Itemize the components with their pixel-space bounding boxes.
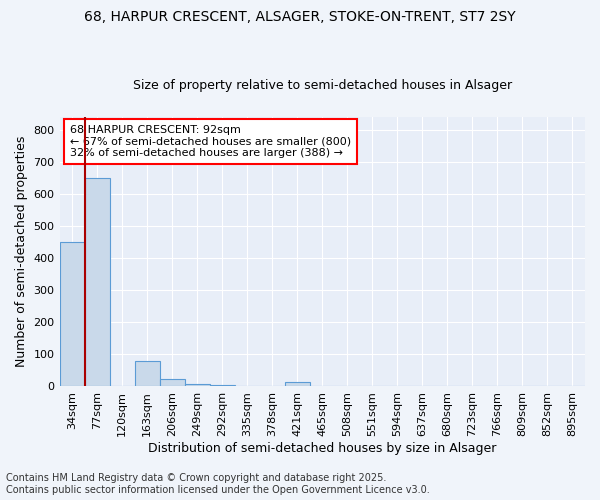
- Text: 68 HARPUR CRESCENT: 92sqm
← 67% of semi-detached houses are smaller (800)
32% of: 68 HARPUR CRESCENT: 92sqm ← 67% of semi-…: [70, 125, 351, 158]
- Text: Contains HM Land Registry data © Crown copyright and database right 2025.
Contai: Contains HM Land Registry data © Crown c…: [6, 474, 430, 495]
- Bar: [59, 242, 85, 386]
- Bar: [185, 384, 209, 386]
- X-axis label: Distribution of semi-detached houses by size in Alsager: Distribution of semi-detached houses by …: [148, 442, 496, 455]
- Y-axis label: Number of semi-detached properties: Number of semi-detached properties: [15, 136, 28, 368]
- Bar: [285, 382, 310, 386]
- Bar: [160, 380, 185, 386]
- Title: Size of property relative to semi-detached houses in Alsager: Size of property relative to semi-detach…: [133, 79, 512, 92]
- Bar: [209, 385, 235, 386]
- Bar: [134, 361, 160, 386]
- Bar: [85, 178, 110, 386]
- Text: 68, HARPUR CRESCENT, ALSAGER, STOKE-ON-TRENT, ST7 2SY: 68, HARPUR CRESCENT, ALSAGER, STOKE-ON-T…: [84, 10, 516, 24]
